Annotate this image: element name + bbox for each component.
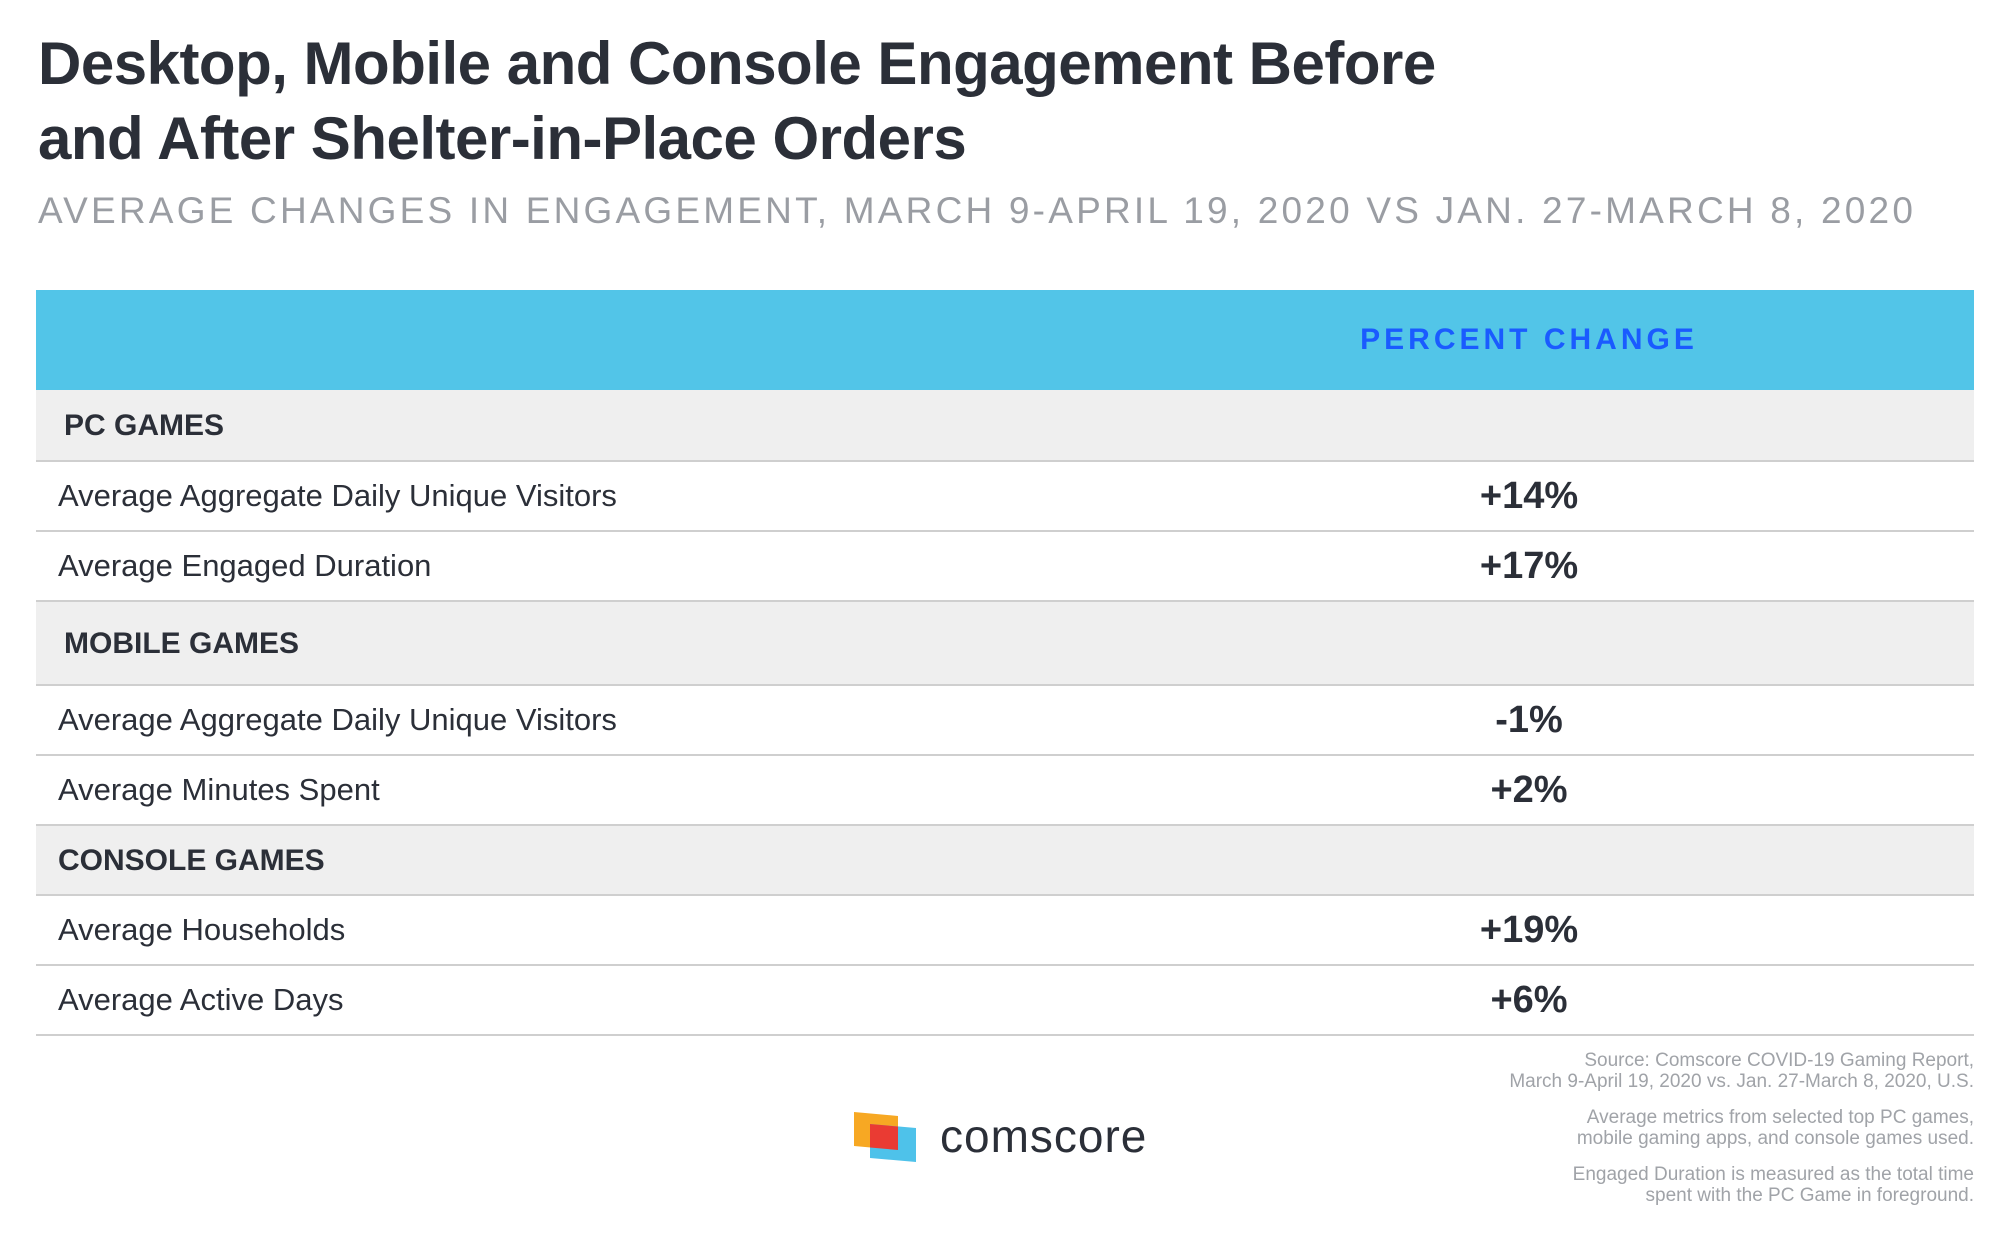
footnotes: Source: Comscore COVID-19 Gaming Report,…: [1274, 1050, 1974, 1221]
percent-value: +19%: [1479, 909, 1579, 951]
page-title: Desktop, Mobile and Console Engagement B…: [38, 26, 1638, 176]
metric-label: Average Households: [58, 912, 346, 947]
metrics-note-line-2: mobile gaming apps, and console games us…: [1576, 1128, 1974, 1149]
section-mobile-games: MOBILE GAMES: [36, 602, 1974, 686]
metrics-note-line-1: Average metrics from selected top PC gam…: [1586, 1107, 1974, 1128]
section-label: PC GAMES: [64, 409, 225, 442]
metric-label: Average Aggregate Daily Unique Visitors: [58, 702, 617, 737]
table-row: Average Aggregate Daily Unique Visitors …: [36, 686, 1974, 756]
table-row: Average Active Days +6%: [36, 966, 1974, 1036]
source-line-2: March 9-April 19, 2020 vs. Jan. 27-March…: [1509, 1071, 1974, 1092]
table-row: Average Aggregate Daily Unique Visitors …: [36, 462, 1974, 532]
section-label: MOBILE GAMES: [64, 627, 300, 660]
title-line-2: and After Shelter-in-Place Orders: [38, 105, 967, 172]
percent-value: +14%: [1479, 475, 1579, 517]
source-note: Source: Comscore COVID-19 Gaming Report,…: [1274, 1050, 1974, 1092]
engagement-table: PERCENT CHANGE PC GAMES Average Aggregat…: [36, 290, 1974, 1036]
source-line-1: Source: Comscore COVID-19 Gaming Report,: [1584, 1050, 1974, 1071]
metric-label: Average Active Days: [58, 982, 344, 1017]
comscore-logo-icon: [854, 1112, 916, 1162]
metrics-note: Average metrics from selected top PC gam…: [1274, 1107, 1974, 1149]
subtitle: AVERAGE CHANGES IN ENGAGEMENT, MARCH 9-A…: [38, 190, 1917, 231]
title-line-1: Desktop, Mobile and Console Engagement B…: [38, 30, 1436, 97]
duration-note-line-2: spent with the PC Game in foreground.: [1645, 1185, 1974, 1206]
table-row: Average Households +19%: [36, 896, 1974, 966]
percent-value: +17%: [1479, 545, 1579, 587]
section-label: CONSOLE GAMES: [58, 844, 325, 877]
percent-value: +6%: [1490, 979, 1568, 1021]
column-header-percent-change: PERCENT CHANGE: [1360, 323, 1698, 356]
duration-note: Engaged Duration is measured as the tota…: [1274, 1164, 1974, 1206]
comscore-logo: comscore: [852, 1110, 1192, 1166]
duration-note-line-1: Engaged Duration is measured as the tota…: [1572, 1164, 1974, 1185]
section-pc-games: PC GAMES: [36, 390, 1974, 462]
metric-label: Average Minutes Spent: [58, 772, 380, 807]
metric-label: Average Aggregate Daily Unique Visitors: [58, 478, 617, 513]
percent-value: -1%: [1495, 699, 1563, 741]
table-row: Average Minutes Spent +2%: [36, 756, 1974, 826]
comscore-logo-text: comscore: [940, 1110, 1148, 1162]
table-header: PERCENT CHANGE: [36, 290, 1974, 390]
section-console-games: CONSOLE GAMES: [36, 826, 1974, 896]
table-row: Average Engaged Duration +17%: [36, 532, 1974, 602]
metric-label: Average Engaged Duration: [58, 548, 432, 583]
percent-value: +2%: [1490, 769, 1568, 811]
